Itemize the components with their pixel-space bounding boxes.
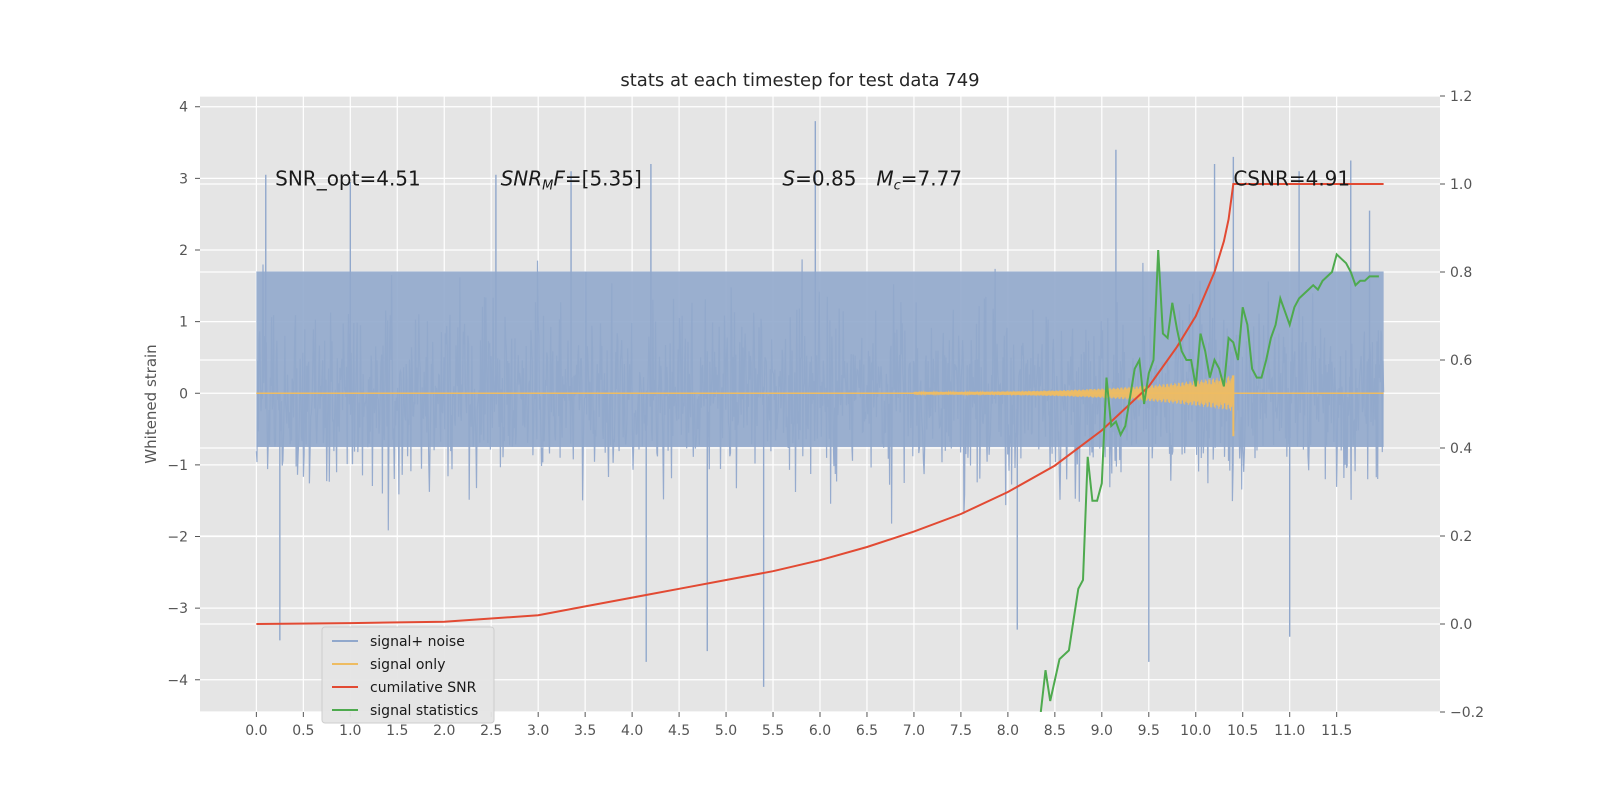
x-tick-label: 3.5 — [574, 723, 596, 739]
y-tick-label: −1 — [167, 458, 188, 474]
annotations: SNR_opt=4.51 SNRMF=[5.35] S=0.85 Mc=7.77 CSN… — [275, 166, 1350, 193]
x-tick-label: 11.0 — [1274, 723, 1305, 739]
y2-tick-label: 0.0 — [1450, 617, 1472, 633]
legend-label: signal+ noise — [370, 634, 465, 650]
x-tick-label: 1.0 — [339, 723, 361, 739]
y-tick-label: −2 — [167, 530, 188, 546]
x-tick-label: 1.5 — [386, 723, 408, 739]
annotation-csnr: CSNR=4.91 — [1233, 166, 1350, 190]
y2-tick-label: 1.2 — [1450, 89, 1472, 105]
signal-noise-core — [256, 271, 1384, 447]
legend-box — [321, 626, 495, 724]
x-tick-label: 8.5 — [1044, 723, 1066, 739]
y2-tick-label: −0.2 — [1450, 705, 1484, 721]
legend-label: signal statistics — [370, 703, 478, 719]
line-series — [256, 183, 1384, 712]
signal-statistics-line — [1039, 249, 1379, 712]
x-tick-label: 6.5 — [856, 723, 878, 739]
annotation-s-value: S=0.85 — [782, 166, 856, 190]
x-tick-label: 4.5 — [668, 723, 690, 739]
x-tick-label: 5.0 — [715, 723, 737, 739]
x-tick-label: 4.0 — [621, 723, 643, 739]
y2-tick-label: 0.2 — [1450, 529, 1472, 545]
legend-label: cumilative SNR — [370, 680, 477, 696]
x-tick-label: 3.0 — [527, 723, 549, 739]
x-tick-label: 8.0 — [997, 723, 1019, 739]
y-tick-label: 1 — [179, 315, 188, 331]
y-tick-label: −3 — [167, 601, 188, 617]
y2-tick-label: 1.0 — [1450, 177, 1472, 193]
x-tick-label: 11.5 — [1321, 723, 1352, 739]
x-tick-label: 9.0 — [1091, 723, 1113, 739]
x-tick-label: 6.0 — [809, 723, 831, 739]
annotation-snr-mf: SNRMF=[5.35] — [501, 166, 642, 193]
signal-noise-series — [255, 121, 1385, 687]
chart-title: stats at each timestep for test data 749 — [620, 70, 979, 91]
signal-only-chirp — [913, 375, 1234, 411]
axes: 0.0 0.5 1.0 1.5 2.0 2.5 3.0 3.5 4.0 4.5 5.0 5.5 6.0 6… — [167, 89, 1484, 739]
x-tick-label: 10.0 — [1180, 723, 1211, 739]
legend-label: signal only — [370, 657, 445, 673]
y2-tick-label: 0.6 — [1450, 353, 1472, 369]
x-tick-label: 7.0 — [903, 723, 925, 739]
y-tick-label: 2 — [179, 243, 188, 259]
x-tick-label: 2.0 — [433, 723, 455, 739]
x-tick-label: 9.5 — [1138, 723, 1160, 739]
y2-tick-label: 0.8 — [1450, 265, 1472, 281]
x-tick-label: 5.5 — [762, 723, 784, 739]
y-tick-label: 4 — [179, 100, 188, 116]
x-tick-label: 2.5 — [480, 723, 502, 739]
annotation-snr-opt: SNR_opt=4.51 — [275, 166, 421, 190]
y2-tick-label: 0.4 — [1450, 441, 1472, 457]
y-axis-label: Whitened strain — [142, 344, 160, 463]
y-tick-label: −4 — [167, 673, 188, 689]
x-tick-label: 10.5 — [1227, 723, 1258, 739]
y-tick-label: 3 — [179, 171, 188, 187]
y-tick-label: 0 — [179, 386, 188, 402]
x-tick-label: 0.5 — [292, 723, 314, 739]
x-tick-label: 7.5 — [950, 723, 972, 739]
signal-only-series — [256, 375, 1384, 437]
x-tick-label: 0.0 — [245, 723, 267, 739]
cumulative-snr-line — [256, 183, 1384, 625]
legend: signal+ noise signal only cumilative SNR si… — [321, 626, 495, 724]
annotation-mc-value: Mc=7.77 — [876, 166, 962, 193]
